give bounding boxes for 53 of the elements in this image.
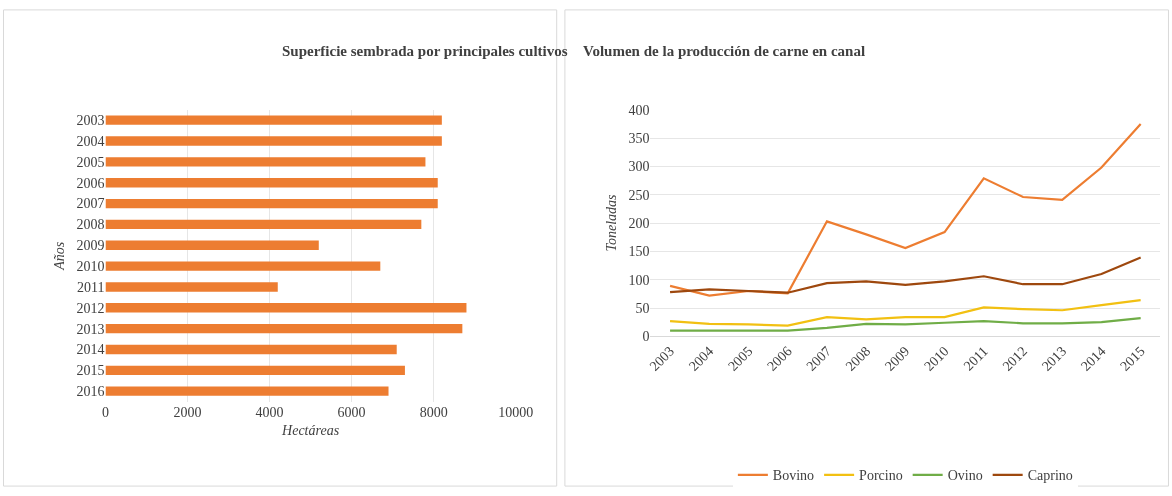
- y-tick-label: 2005: [76, 154, 105, 170]
- bar: [105, 157, 426, 167]
- x-tick-label: 10000: [498, 404, 534, 420]
- legend-label: Caprino: [1027, 468, 1073, 484]
- bar: [105, 178, 438, 188]
- line-series: [668, 122, 1142, 297]
- bar: [105, 282, 278, 292]
- bar: [105, 365, 405, 376]
- bar: [105, 344, 397, 355]
- x-tick-label: 8000: [419, 404, 448, 420]
- bar: [105, 303, 467, 313]
- bar: [105, 136, 442, 146]
- y-tick-label: 100: [628, 272, 650, 288]
- bar: [105, 198, 438, 209]
- bar: [105, 261, 381, 271]
- x-tick-label: 4000: [255, 404, 284, 420]
- y-tick-label: 2012: [76, 300, 105, 316]
- y-tick-label: 200: [628, 215, 650, 231]
- bar: [105, 386, 389, 396]
- bar: [105, 115, 442, 125]
- y-tick-label: 2006: [76, 175, 105, 191]
- bar: [105, 240, 319, 250]
- y-tick-label: 2013: [76, 321, 105, 337]
- y-tick-label: 2008: [76, 217, 105, 233]
- y-tick-label: 2016: [76, 384, 105, 400]
- y-tick-label: 2004: [76, 133, 105, 149]
- x-axis-title: Hectáreas: [281, 422, 340, 438]
- chart-title: Superficie sembrada por principales cultivos: [282, 43, 568, 59]
- y-tick-label: 50: [635, 300, 650, 316]
- legend-label: Porcino: [859, 468, 903, 484]
- y-tick-label: 2007: [76, 196, 105, 212]
- chart-title: Volumen de la producción de carne en canal: [583, 43, 866, 59]
- y-tick-label: 250: [628, 187, 650, 203]
- y-tick-label: 150: [628, 244, 650, 260]
- legend-label: Bovino: [772, 468, 815, 484]
- y-axis-title: Toneladas: [604, 193, 620, 252]
- bar: [105, 323, 463, 334]
- line-series: [668, 298, 1142, 327]
- y-tick-label: 2003: [76, 113, 105, 129]
- y-axis-title: Años: [52, 241, 68, 271]
- x-tick-label: 6000: [337, 404, 366, 420]
- y-tick-label: 2009: [76, 238, 105, 254]
- bar: [105, 219, 422, 230]
- legend-label: Ovino: [947, 468, 983, 484]
- y-tick-label: 300: [628, 159, 650, 175]
- y-tick-label: 0: [642, 329, 650, 345]
- line-series: [668, 317, 1142, 332]
- y-tick-label: 400: [628, 102, 650, 118]
- x-tick-label: 2000: [173, 404, 202, 420]
- y-tick-label: 2010: [76, 259, 105, 274]
- y-tick-label: 2011: [77, 279, 105, 295]
- y-tick-label: 350: [628, 130, 650, 146]
- line-series: [668, 256, 1142, 294]
